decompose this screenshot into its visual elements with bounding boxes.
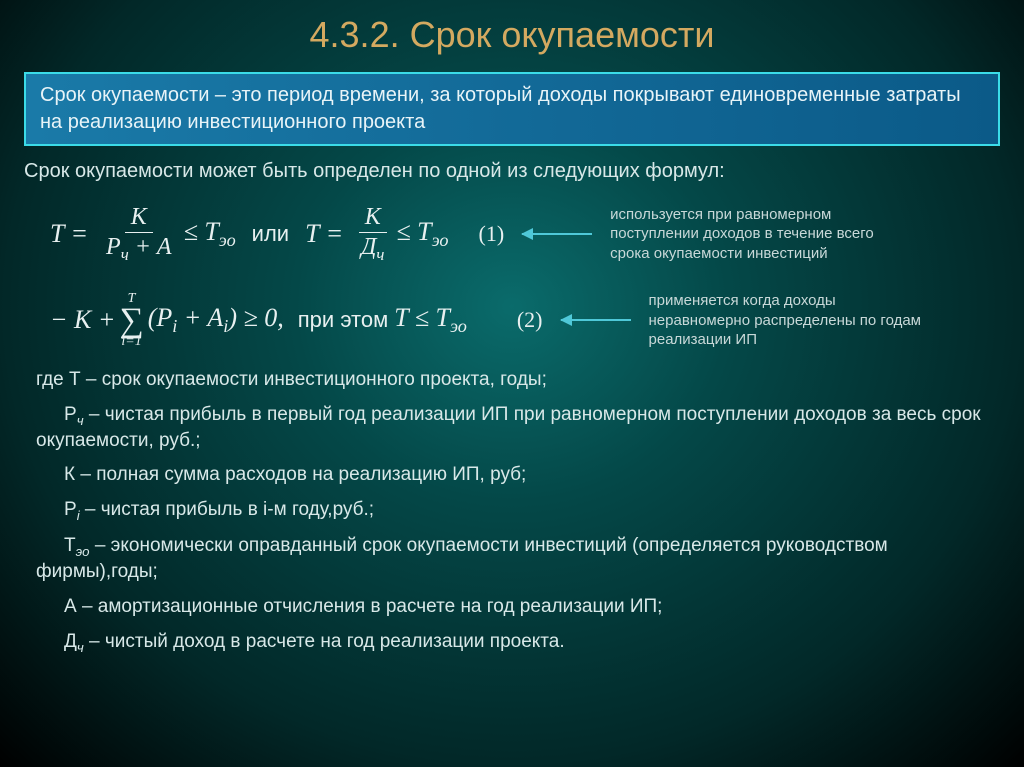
formula-1: T = K Pч + A ≤ Tэо или T = K Дч ≤ Tэо (1… xyxy=(50,203,522,265)
annotation-1: используется при равномерном поступлении… xyxy=(610,205,900,264)
f2-when: при этом xyxy=(298,307,388,333)
legend-item: где Т – срок окупаемости инвестиционного… xyxy=(36,368,988,393)
legend-item: Дч – чистый доход в расчете на год реали… xyxy=(36,630,988,656)
den-sub: ч xyxy=(121,245,129,264)
formula-row-1: T = K Pч + A ≤ Tэо или T = K Дч ≤ Tэо (1… xyxy=(50,203,1024,265)
formula-2: − K + T ∑ i=1 (Pi + Ai) ≥ 0, при этом T … xyxy=(50,291,561,350)
arrow-left-icon xyxy=(522,233,592,235)
sigma-icon: ∑ xyxy=(119,307,143,334)
f1-label: (1) xyxy=(479,221,505,247)
definition-box: Срок окупаемости – это период времени, з… xyxy=(24,72,1000,146)
legend-item: Рч – чистая прибыль в первый год реализа… xyxy=(36,403,988,454)
legend: где Т – срок окупаемости инвестиционного… xyxy=(36,368,988,656)
f1-frac1: K Pч + A xyxy=(100,203,178,265)
f2-body: (Pi + Ai) ≥ 0, xyxy=(148,303,284,337)
den-d: Д xyxy=(361,234,376,260)
legend-item: А – амортизационные отчисления в расчете… xyxy=(36,595,988,620)
legend-item: Тэо – экономически оправданный срок окуп… xyxy=(36,534,988,585)
arrow-left-icon xyxy=(561,319,631,321)
frac-num: K xyxy=(125,203,153,233)
annotation-2: применяется когда доходы неравномерно ра… xyxy=(649,291,939,350)
f1-or: или xyxy=(252,221,289,247)
f1-rel1: ≤ Tэо xyxy=(184,217,236,251)
legend-item: Рi – чистая прибыль в i-м году,руб.; xyxy=(36,498,988,524)
den-plus: + A xyxy=(129,234,172,260)
f2-minus-k: − K + xyxy=(50,305,115,335)
frac-num: K xyxy=(359,203,387,233)
formula-row-2: − K + T ∑ i=1 (Pi + Ai) ≥ 0, при этом T … xyxy=(50,291,1024,350)
den-p: P xyxy=(106,234,121,260)
sum-symbol: T ∑ i=1 xyxy=(119,291,143,350)
f1-rel2: ≤ Tэо xyxy=(396,217,448,251)
f1-lhs2: T xyxy=(305,219,319,249)
f1-lhs: T xyxy=(50,219,64,249)
frac-den: Pч + A xyxy=(100,233,178,265)
slide-title: 4.3.2. Срок окупаемости xyxy=(0,0,1024,64)
f2-cond: T ≤ Tэо xyxy=(394,303,467,337)
frac-den: Дч xyxy=(355,233,390,265)
legend-item: К – полная сумма расходов на реализацию … xyxy=(36,463,988,488)
f2-label: (2) xyxy=(517,307,543,333)
f1-frac2: K Дч xyxy=(355,203,390,265)
sum-bot: i=1 xyxy=(121,334,141,350)
den-sub: ч xyxy=(376,245,384,264)
formula-intro: Срок окупаемости может быть определен по… xyxy=(24,160,1000,183)
